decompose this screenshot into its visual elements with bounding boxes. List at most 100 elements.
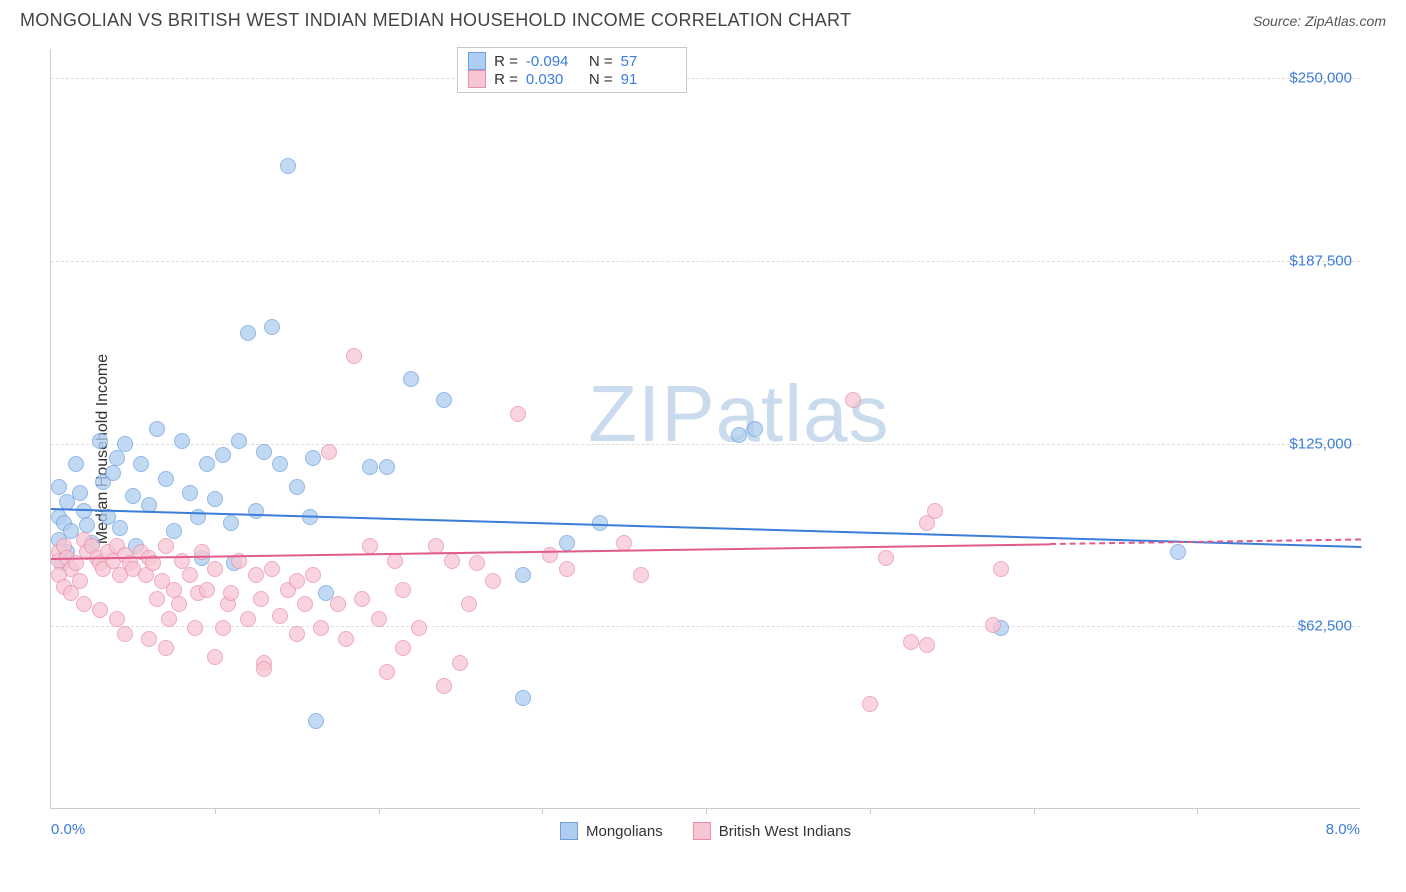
series-legend-entry: Mongolians xyxy=(560,822,663,840)
chart-area: Median Household Income ZIPatlas $62,500… xyxy=(0,39,1406,859)
scatter-point xyxy=(149,421,165,437)
scatter-point xyxy=(223,515,239,531)
scatter-point xyxy=(559,535,575,551)
scatter-point xyxy=(362,538,378,554)
scatter-point xyxy=(253,591,269,607)
scatter-point xyxy=(878,550,894,566)
scatter-point xyxy=(207,649,223,665)
scatter-point xyxy=(436,392,452,408)
scatter-point xyxy=(305,450,321,466)
scatter-point xyxy=(240,325,256,341)
x-tick xyxy=(706,808,707,814)
scatter-point xyxy=(379,664,395,680)
source-label: Source: xyxy=(1253,13,1305,29)
scatter-point xyxy=(79,517,95,533)
scatter-point xyxy=(411,620,427,636)
scatter-point xyxy=(985,617,1001,633)
scatter-point xyxy=(117,626,133,642)
scatter-point xyxy=(346,348,362,364)
scatter-point xyxy=(305,567,321,583)
scatter-point xyxy=(371,611,387,627)
correlation-legend-row: R =-0.094N =57 xyxy=(468,52,676,70)
scatter-point xyxy=(395,582,411,598)
scatter-point xyxy=(166,523,182,539)
scatter-point xyxy=(289,626,305,642)
series-legend: Mongolians British West Indians xyxy=(51,822,1360,840)
x-tick xyxy=(1197,808,1198,814)
scatter-point xyxy=(117,436,133,452)
scatter-point xyxy=(199,582,215,598)
scatter-point xyxy=(207,491,223,507)
series-legend-entry: British West Indians xyxy=(693,822,851,840)
scatter-point xyxy=(731,427,747,443)
scatter-point xyxy=(903,634,919,650)
scatter-point xyxy=(510,406,526,422)
chart-source: Source: ZipAtlas.com xyxy=(1253,13,1386,29)
x-tick xyxy=(379,808,380,814)
scatter-point xyxy=(845,392,861,408)
scatter-point xyxy=(542,547,558,563)
scatter-point xyxy=(72,485,88,501)
scatter-point xyxy=(633,567,649,583)
scatter-point xyxy=(256,444,272,460)
scatter-point xyxy=(76,596,92,612)
scatter-point xyxy=(308,713,324,729)
gridline xyxy=(51,444,1360,445)
scatter-point xyxy=(515,567,531,583)
scatter-point xyxy=(158,640,174,656)
scatter-point xyxy=(515,690,531,706)
scatter-point xyxy=(187,620,203,636)
scatter-point xyxy=(112,520,128,536)
scatter-point xyxy=(158,471,174,487)
x-tick xyxy=(870,808,871,814)
scatter-point xyxy=(927,503,943,519)
scatter-point xyxy=(436,678,452,694)
scatter-point xyxy=(264,561,280,577)
series-legend-label: British West Indians xyxy=(719,823,851,840)
scatter-point xyxy=(166,582,182,598)
y-tick-label: $125,000 xyxy=(1289,435,1352,452)
legend-swatch xyxy=(468,52,486,70)
scatter-point xyxy=(461,596,477,612)
scatter-point xyxy=(289,479,305,495)
scatter-point xyxy=(92,433,108,449)
correlation-legend-row: R =0.030N =91 xyxy=(468,70,676,88)
plot-region: ZIPatlas $62,500$125,000$187,500$250,000… xyxy=(50,49,1360,809)
scatter-point xyxy=(321,444,337,460)
scatter-point xyxy=(444,553,460,569)
scatter-point xyxy=(125,488,141,504)
scatter-point xyxy=(919,637,935,653)
scatter-point xyxy=(862,696,878,712)
scatter-point xyxy=(158,538,174,554)
scatter-point xyxy=(264,319,280,335)
scatter-point xyxy=(379,459,395,475)
series-legend-label: Mongolians xyxy=(586,823,663,840)
y-tick-label: $250,000 xyxy=(1289,70,1352,87)
scatter-point xyxy=(51,479,67,495)
correlation-legend: R =-0.094N =57R =0.030N =91 xyxy=(457,47,687,93)
legend-swatch xyxy=(693,822,711,840)
scatter-point xyxy=(747,421,763,437)
scatter-point xyxy=(362,459,378,475)
scatter-point xyxy=(109,450,125,466)
scatter-point xyxy=(256,661,272,677)
scatter-point xyxy=(223,585,239,601)
chart-header: MONGOLIAN VS BRITISH WEST INDIAN MEDIAN … xyxy=(0,0,1406,39)
scatter-point xyxy=(297,596,313,612)
scatter-point xyxy=(171,596,187,612)
scatter-point xyxy=(485,573,501,589)
source-value: ZipAtlas.com xyxy=(1305,13,1386,29)
scatter-point xyxy=(403,371,419,387)
scatter-point xyxy=(993,561,1009,577)
scatter-point xyxy=(190,509,206,525)
scatter-point xyxy=(182,567,198,583)
gridline xyxy=(51,78,1360,79)
watermark-part1: ZIP xyxy=(588,369,715,458)
scatter-point xyxy=(215,620,231,636)
scatter-point xyxy=(313,620,329,636)
scatter-point xyxy=(1170,544,1186,560)
scatter-point xyxy=(141,631,157,647)
legend-swatch xyxy=(560,822,578,840)
x-tick xyxy=(542,808,543,814)
scatter-point xyxy=(452,655,468,671)
